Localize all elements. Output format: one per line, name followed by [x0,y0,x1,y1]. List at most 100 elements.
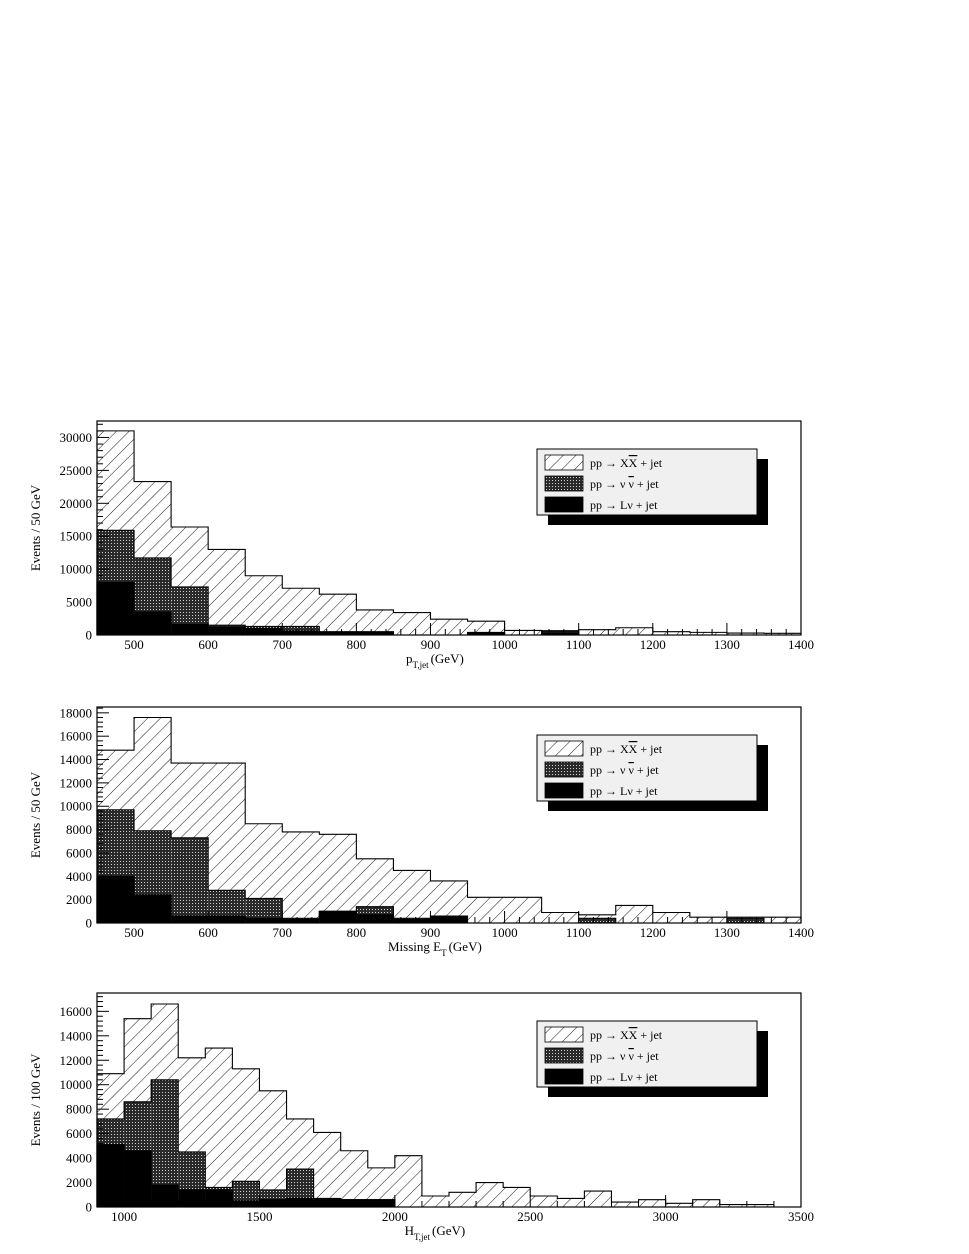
y-tick-label: 0 [86,916,93,931]
legend-swatch-hatch [544,454,584,471]
bar-hatch [692,1199,720,1207]
bar-hatch [726,633,764,635]
bar-hatch [259,1090,287,1207]
x-tick-label: 800 [347,637,367,652]
plot-frame [96,706,802,924]
y-tick-label: 14000 [60,752,93,767]
y-axis-label: Events / 100 GeV [28,1053,43,1146]
legend-swatch-solid [544,1068,584,1085]
bar-solid [245,628,283,635]
bar-solid [393,919,431,923]
y-tick-label: 2000 [66,892,92,907]
y-tick-label: 5000 [66,595,92,610]
y-tick-label: 2000 [66,1175,92,1190]
bar-solid [356,631,394,635]
bar-solid [259,1199,287,1207]
bar-hatch [430,619,468,635]
legend: pp → XX + jet pp → ν ν + jet pp → Lν + jet [536,1020,768,1097]
bar-hatch [584,1191,612,1207]
bar-dots [578,918,616,923]
bar-hatch [638,1199,666,1207]
y-tick-label: 8000 [66,1102,92,1117]
bar-hatch [652,631,690,635]
bar-hatch [467,621,505,635]
y-tick-label: 16000 [60,729,93,744]
y-tick-label: 4000 [66,869,92,884]
bar-solid [205,1189,233,1207]
x-tick-label: 1500 [246,1209,272,1224]
bar-solid [134,611,172,635]
bar-hatch [319,834,357,923]
legend-swatch-solid [544,782,584,799]
x-tick-label: 1300 [714,637,740,652]
bar-hatch [313,1132,341,1207]
bar-solid [282,919,320,923]
plot-frame [96,420,802,636]
series-solid [96,1144,801,1208]
y-tick-label: 20000 [60,496,93,511]
bar-hatch [393,612,431,635]
bar-hatch [393,870,431,923]
x-axis-label: pT,jet (GeV) [406,651,464,670]
y-tick-label: 12000 [60,1053,93,1068]
y-tick-label: 18000 [60,705,93,720]
step-outline-hatch [96,716,802,923]
y-axis-label: Events / 50 GeV [28,484,43,571]
bar-dots [726,918,764,923]
y-tick-label: 12000 [60,775,93,790]
y-tick-label: 0 [86,1200,93,1215]
bar-hatch [421,1195,449,1207]
bar-dots [171,837,209,923]
x-axis-label: HT,jet (GeV) [405,1223,466,1242]
bar-hatch [208,549,246,635]
y-tick-label: 30000 [60,430,93,445]
x-tick-label: 500 [124,925,144,940]
legend-swatch-solid [544,496,584,513]
bar-hatch [503,1187,531,1207]
legend-label: pp → XX + jet [590,456,663,470]
bar-solid [232,1200,260,1207]
bar-solid [178,1189,206,1207]
bar-hatch [476,1182,504,1207]
y-tick-label: 8000 [66,822,92,837]
bar-hatch [340,1150,368,1207]
x-tick-label: 2000 [382,1209,408,1224]
bar-solid [97,582,135,635]
bar-solid [313,1199,341,1207]
bar-hatch [719,1204,747,1207]
x-tick-label: 2500 [517,1209,543,1224]
bar-hatch [689,917,727,923]
bar-hatch [205,1048,233,1207]
y-tick-label: 25000 [60,463,93,478]
x-tick-label: 1400 [788,637,814,652]
series-solid [96,875,801,924]
bar-hatch [530,1195,558,1207]
bar-hatch [746,1204,774,1207]
x-tick-label: 3500 [788,1209,814,1224]
chart-panel-3: 0 2000 4000 6000 8000 10000 12000 14000 16000 100… [28,992,814,1242]
x-tick-label: 900 [421,637,441,652]
bar-solid [151,1184,179,1207]
x-tick-label: 1000 [492,925,518,940]
bar-hatch [763,917,801,923]
bar-solid [319,911,357,923]
legend-label: pp → ν ν + jet [590,477,659,491]
bar-hatch [689,632,727,635]
x-tick-label: 1100 [566,637,592,652]
legend: pp → XX + jet pp → ν ν + jet pp → Lν + jet [536,448,768,525]
x-tick-label: 900 [421,925,441,940]
bar-solid [245,918,283,923]
bar-hatch [615,627,653,635]
x-tick-label: 600 [198,925,218,940]
legend-label: pp → XX + jet [590,742,663,756]
bar-hatch [319,594,357,635]
x-tick-label: 1300 [714,925,740,940]
x-tick-label: 1000 [492,637,518,652]
step-outline-hatch [96,430,802,635]
legend-swatch-dots [544,1047,584,1064]
bar-solid [171,624,209,635]
x-tick-label: 1200 [640,925,666,940]
bar-solid [286,1198,314,1207]
bar-hatch [394,1155,422,1207]
